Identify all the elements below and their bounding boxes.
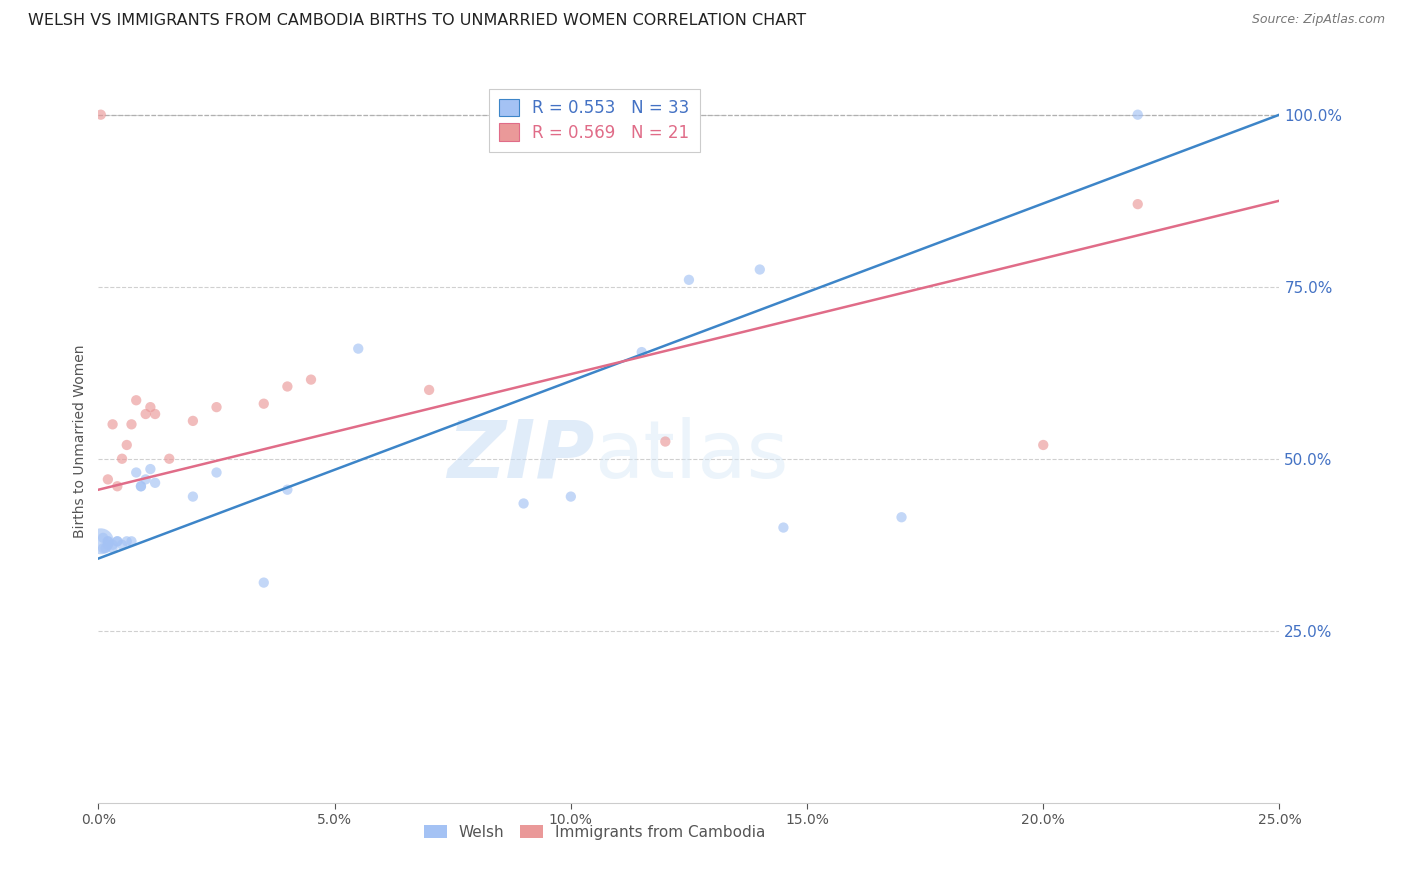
Point [1126, 108, 1149, 122]
Point [772, 520, 794, 534]
Point [253, 575, 276, 590]
Point [418, 383, 440, 397]
Text: ZIP: ZIP [447, 417, 595, 495]
Y-axis label: Births to Unmarried Women: Births to Unmarried Women [73, 345, 87, 538]
Point [101, 417, 124, 432]
Point [205, 466, 228, 480]
Point [560, 490, 582, 504]
Text: atlas: atlas [595, 417, 789, 495]
Point [630, 345, 652, 359]
Text: WELSH VS IMMIGRANTS FROM CAMBODIA BIRTHS TO UNMARRIED WOMEN CORRELATION CHART: WELSH VS IMMIGRANTS FROM CAMBODIA BIRTHS… [28, 13, 806, 29]
Point [512, 496, 534, 510]
Point [97, 534, 120, 549]
Point [115, 438, 138, 452]
Point [347, 342, 370, 356]
Point [101, 541, 124, 556]
Point [654, 434, 676, 449]
Point [91, 541, 114, 556]
Point [125, 393, 148, 408]
Point [890, 510, 912, 524]
Point [97, 472, 120, 486]
Point [143, 475, 166, 490]
Point [129, 479, 152, 493]
Point [121, 534, 143, 549]
Point [94, 541, 117, 556]
Point [101, 538, 124, 552]
Point [105, 479, 128, 493]
Point [121, 417, 143, 432]
Point [276, 379, 298, 393]
Point [139, 400, 162, 414]
Point [105, 534, 128, 549]
Point [181, 414, 204, 428]
Point [97, 534, 120, 549]
Point [135, 472, 157, 486]
Point [678, 273, 700, 287]
Point [1126, 197, 1149, 211]
Point [97, 538, 120, 552]
Point [299, 373, 322, 387]
Point [105, 534, 128, 549]
Legend: Welsh, Immigrants from Cambodia: Welsh, Immigrants from Cambodia [418, 819, 772, 846]
Point [748, 262, 770, 277]
Point [90, 108, 112, 122]
Point [253, 397, 276, 411]
Point [1032, 438, 1054, 452]
Point [135, 407, 157, 421]
Point [143, 407, 166, 421]
Point [129, 479, 152, 493]
Point [139, 462, 162, 476]
Point [181, 490, 204, 504]
Point [276, 483, 298, 497]
Point [91, 531, 114, 545]
Point [205, 400, 228, 414]
Point [125, 466, 148, 480]
Point [115, 534, 138, 549]
Point [90, 534, 112, 549]
Point [111, 451, 134, 466]
Point [111, 538, 134, 552]
Text: Source: ZipAtlas.com: Source: ZipAtlas.com [1251, 13, 1385, 27]
Point [157, 451, 180, 466]
